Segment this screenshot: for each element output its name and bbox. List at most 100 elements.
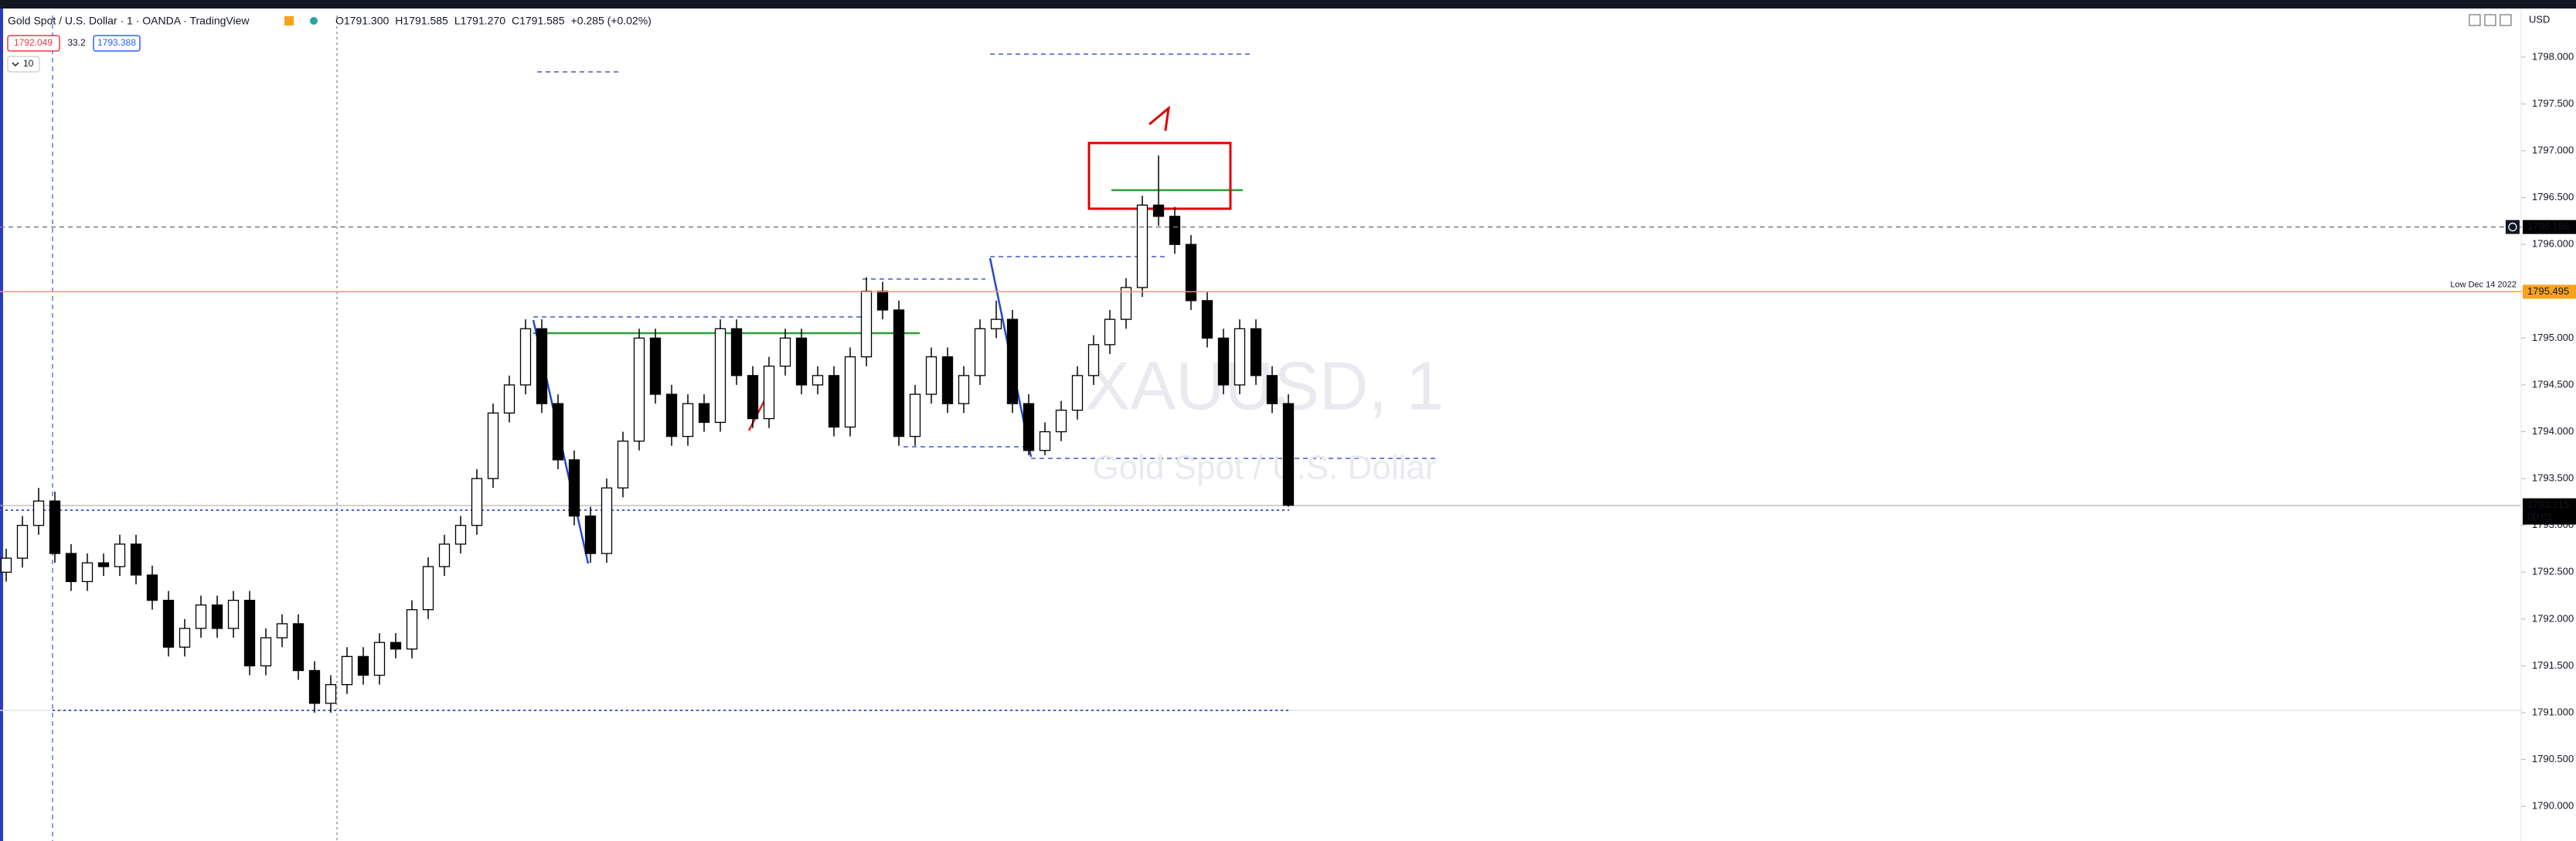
candle-body — [1071, 375, 1084, 411]
candle-body — [454, 525, 467, 545]
candle-body — [779, 337, 791, 367]
candle-body — [536, 328, 548, 404]
candle-body — [1120, 287, 1132, 320]
candle-body — [308, 669, 321, 704]
price-axis: 1798.000 1797.500 1797.000 1796.500 1796.000… — [0, 9, 2576, 841]
price-line-note: Low Dec 14 2022 — [2450, 280, 2516, 289]
ohlc-value: L1791.270 — [454, 15, 505, 27]
candles — [0, 155, 1295, 713]
toolbar-button[interactable] — [2499, 14, 2512, 26]
y-tick-label: 1791.000 — [2532, 706, 2574, 717]
y-tick-label: 1792.500 — [2532, 566, 2574, 577]
candle-body — [1055, 410, 1067, 433]
toolbar-button[interactable] — [2469, 14, 2481, 26]
candle-body — [941, 356, 954, 404]
watermark-subtitle: Gold Spot / U.S. Dollar — [1092, 449, 1436, 487]
buy-price[interactable]: 1793.388 — [97, 37, 136, 48]
candle-body — [503, 384, 516, 414]
y-tick-label: 1796.000 — [2532, 238, 2574, 250]
candle-body — [195, 604, 207, 629]
candle-body — [325, 684, 337, 704]
price-line-icon — [2508, 223, 2517, 232]
chevron-icon — [12, 62, 19, 67]
candle-body — [487, 412, 499, 479]
candle-body — [828, 375, 840, 428]
y-tick-label: 1792.000 — [2532, 612, 2574, 624]
y-tick-label: 1793.500 — [2532, 472, 2574, 484]
candle-body — [1039, 431, 1051, 451]
y-tick-label: 1794.500 — [2532, 378, 2574, 390]
candle-body — [406, 609, 418, 650]
y-tick-label: 1794.000 — [2532, 425, 2574, 437]
candle-body — [893, 309, 905, 438]
y-tick-label: 1791.500 — [2532, 659, 2574, 671]
candle-body — [812, 375, 824, 386]
candle-body — [860, 291, 873, 358]
price-label: 1795.495 — [2527, 285, 2569, 297]
candle-body — [990, 318, 1002, 329]
indicators-toggle[interactable] — [7, 56, 40, 73]
candle-body — [373, 642, 386, 676]
candle-body — [633, 337, 645, 442]
candle-body — [682, 403, 694, 438]
sell-price[interactable]: 1792.049 — [14, 37, 53, 48]
candle-body — [438, 543, 451, 567]
candle-body — [795, 337, 808, 386]
candle-body — [584, 515, 597, 554]
drawings — [0, 15, 2521, 841]
candle-body — [844, 356, 856, 428]
candle-body — [1266, 375, 1278, 404]
candle-body — [81, 562, 94, 583]
watermark: XAUUSD, 1 — [1085, 347, 1445, 424]
y-tick-label: 1790.500 — [2532, 753, 2574, 764]
price-label: 1796.186 — [2527, 220, 2569, 232]
candle-body — [698, 403, 710, 424]
toolbar-button[interactable] — [2484, 14, 2496, 26]
y-tick-label: 1795.000 — [2532, 332, 2574, 343]
top-bar — [0, 0, 2576, 9]
buy-button[interactable] — [93, 35, 141, 52]
candle-body — [179, 628, 191, 648]
candle-body — [747, 375, 759, 420]
candle-body — [1217, 337, 1230, 386]
ohlc-value: +0.285 (+0.02%) — [571, 15, 652, 27]
price-label-box — [2523, 284, 2576, 299]
y-tick-label: 1797.000 — [2532, 145, 2574, 156]
ohlc-value: H1791.585 — [395, 15, 448, 27]
candle-body — [1201, 300, 1213, 339]
candle-body — [227, 599, 240, 629]
symbol-title: Gold Spot / U.S. Dollar · 1 · OANDA · Tr… — [8, 15, 250, 27]
countdown: 00:01 — [2527, 511, 2553, 523]
flag-icon[interactable] — [284, 16, 294, 26]
candle-body — [1023, 403, 1035, 451]
ohlc-value: C1791.585 — [512, 15, 565, 27]
price-label-box — [2523, 220, 2576, 234]
candle-body — [1006, 318, 1019, 404]
candle-body — [1152, 204, 1165, 217]
candle-body — [909, 393, 921, 438]
candle-body — [146, 574, 158, 601]
last-price-box — [2523, 498, 2576, 525]
indicator-count[interactable]: 10 — [23, 58, 34, 69]
candle-body — [958, 375, 970, 404]
spread: 33.2 — [67, 37, 86, 48]
candle-body — [97, 562, 110, 567]
candle-body — [211, 604, 223, 629]
y-tick-label: 1798.000 — [2532, 50, 2574, 62]
candle-body — [1169, 216, 1181, 245]
currency-selector[interactable]: USD — [2529, 13, 2550, 25]
candle-body — [601, 487, 613, 554]
candle-body — [925, 356, 938, 395]
ohlc-value: O1791.300 — [335, 15, 389, 27]
candle-body — [974, 328, 986, 376]
candle-body — [243, 599, 256, 667]
candle-body — [1282, 403, 1295, 506]
candle-body — [162, 599, 175, 648]
price-line-button — [2506, 220, 2520, 234]
annotation-stroke — [1148, 105, 1171, 131]
last-price-label: 1793.215 — [2527, 499, 2569, 510]
candle-body — [260, 637, 272, 667]
sell-button[interactable] — [7, 35, 60, 52]
status-dot — [310, 17, 318, 25]
